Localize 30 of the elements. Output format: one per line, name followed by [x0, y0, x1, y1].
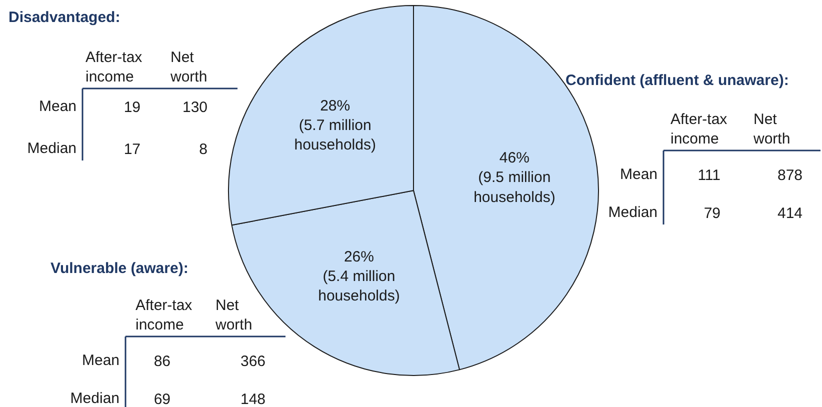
- data-label: 28% (5.7 million households): [294, 98, 376, 154]
- text: Vulnerable (aware):: [50, 260, 188, 277]
- text: Mean: [620, 166, 658, 183]
- text: Mean: [82, 352, 120, 369]
- text: 19: [124, 99, 141, 116]
- text: Mean: [38, 98, 77, 115]
- text: 414: [777, 205, 803, 222]
- text: Median: [608, 204, 658, 221]
- text: 17: [124, 141, 141, 158]
- text: Net worth: [214, 296, 252, 334]
- data-label: 46% (9.5 million households): [474, 150, 556, 206]
- data-label: 26% (5.4 million households): [318, 248, 400, 304]
- text: Net worth: [752, 110, 790, 148]
- text: 130: [182, 99, 208, 116]
- text: 86: [154, 353, 171, 370]
- text: Median: [27, 140, 77, 157]
- text: Median: [70, 390, 120, 407]
- text: 366: [240, 353, 266, 370]
- text: 8: [199, 141, 208, 158]
- text: Confident (affluent & unaware):: [566, 72, 789, 89]
- text: 79: [704, 205, 721, 222]
- text: 148: [240, 391, 266, 407]
- text: 111: [698, 167, 721, 184]
- text: After-tax income: [670, 110, 728, 148]
- text: 69: [154, 391, 171, 407]
- text: After-tax income: [86, 48, 143, 86]
- text: 878: [777, 167, 803, 184]
- text: After-tax income: [136, 296, 193, 334]
- text: Disadvantaged:: [8, 9, 120, 26]
- text: Net worth: [170, 48, 208, 86]
